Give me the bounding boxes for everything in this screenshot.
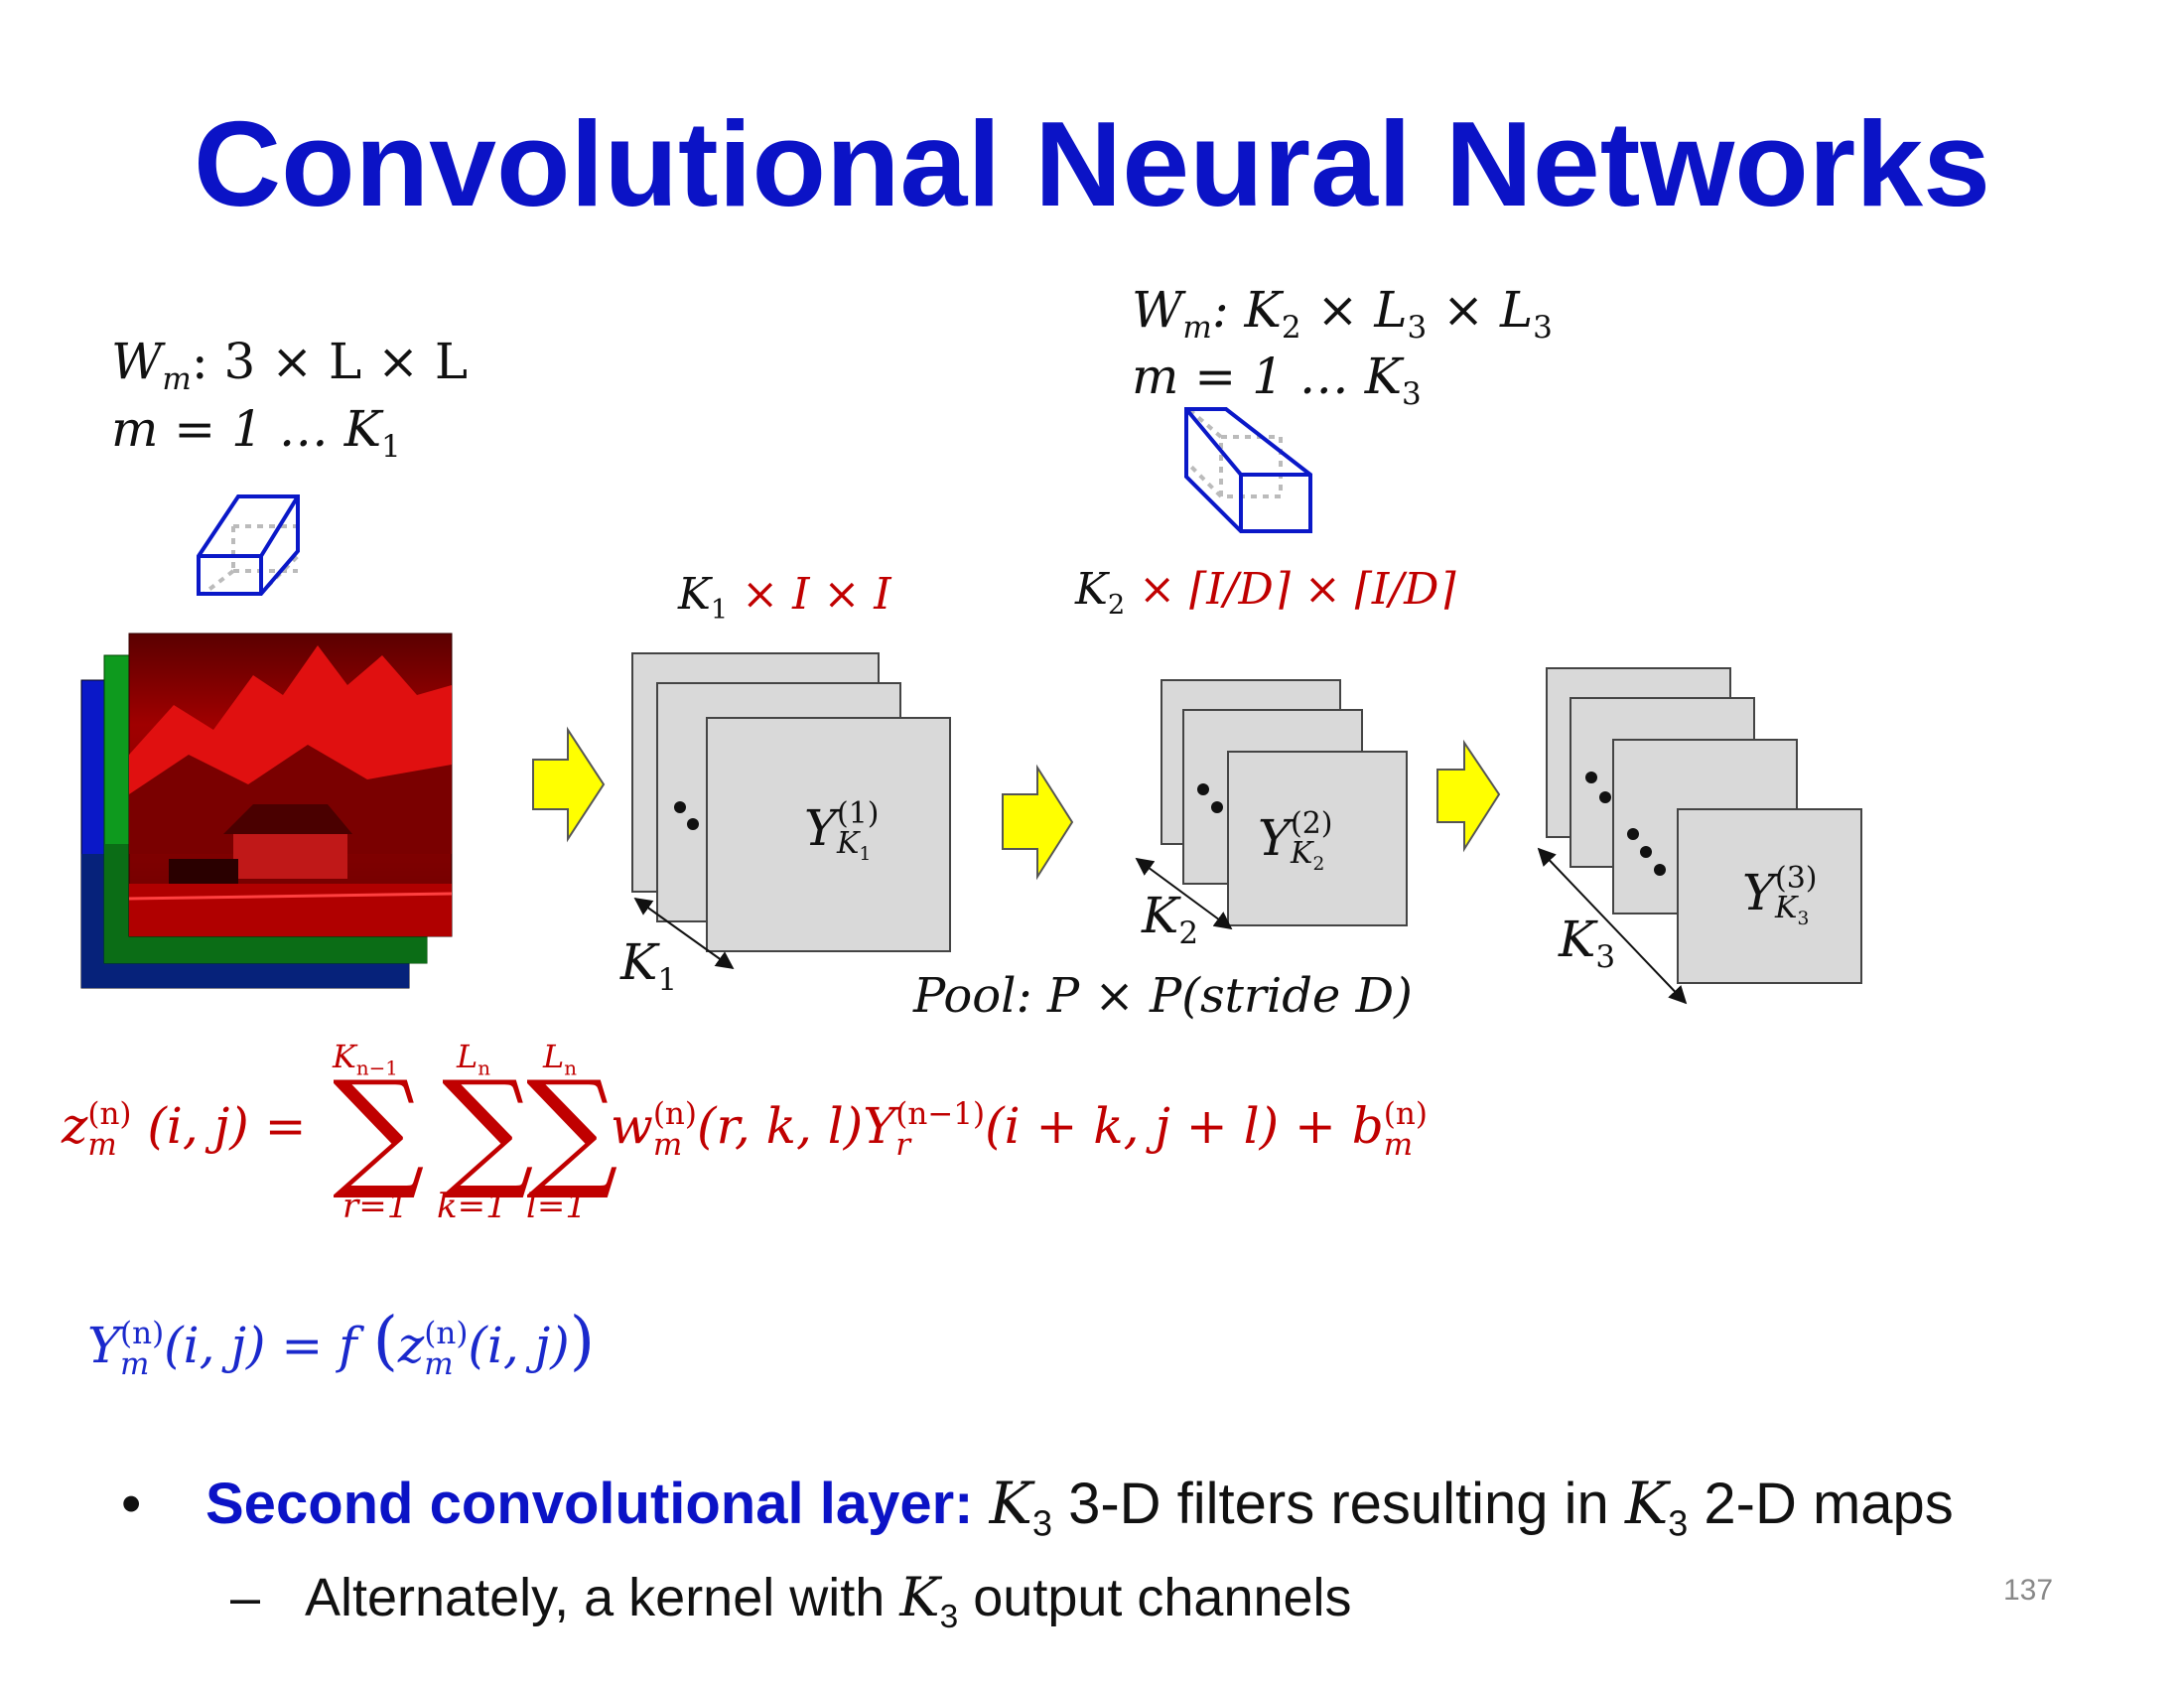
sum2-bottom: k=1 xyxy=(437,1187,507,1226)
layer2-depth-arrow xyxy=(1135,857,1233,930)
layer3-map-label: Y (3) K3 xyxy=(1742,861,1818,930)
layer2-maps xyxy=(1160,679,1408,926)
arrow-right-icon-2 xyxy=(1002,764,1074,881)
filter2-cube xyxy=(1184,405,1312,533)
layer3-depth-label: K3 xyxy=(1559,911,1616,975)
sum3-sigma: ∑ xyxy=(526,1053,618,1203)
layer2-dims-label: K2 × ⌈I/D⌉ × ⌈I/D⌉ xyxy=(1075,564,1456,621)
z-rhs-term: w (n) m (r, k, l)Y (n−1) r (i + k, j + l) + b(… xyxy=(611,1096,1428,1163)
layer2-map-label: Y (2) K2 xyxy=(1258,806,1333,876)
layer3-depth-arrow xyxy=(1537,847,1688,1005)
layer1-dots xyxy=(674,801,699,830)
filter1-cube xyxy=(197,494,300,596)
y-equation: Y (n) m (i, j) = f (z (n) m (i, j)) xyxy=(87,1304,596,1382)
filter2-range-label: m = 1 … K3 xyxy=(1132,348,1422,412)
layer1-map-label: Y (1) K1 xyxy=(804,796,880,866)
sum2-sigma: ∑ xyxy=(442,1053,534,1203)
layer1-dims-label: K1 × I × I xyxy=(678,569,891,626)
input-image-stack xyxy=(80,633,453,989)
sum3-bottom: l=1 xyxy=(526,1187,587,1226)
filter1-range-label: m = 1 … K1 xyxy=(111,400,401,465)
z-lhs: z (n) m (i, j) = xyxy=(62,1096,307,1163)
layer2-depth-label: K2 xyxy=(1142,887,1199,951)
filter2-shape-label: Wm: K2 × L3 × L3 xyxy=(1132,281,1553,346)
slide-title: Convolutional Neural Networks xyxy=(194,96,1990,231)
bullet-2: – Alternately, a kernel with K3 output ch… xyxy=(230,1566,1352,1635)
yellow-arrows xyxy=(532,726,1501,881)
arrow-right-icon-1 xyxy=(532,726,606,843)
sum1-sigma: ∑ xyxy=(333,1053,425,1203)
sum1-bottom: r=1 xyxy=(342,1187,409,1226)
layer1-maps xyxy=(631,652,951,952)
sum3-top: Ln xyxy=(543,1038,578,1080)
filter1-shape-label: Wm: 3 × L × L xyxy=(111,333,469,397)
sum1-top: Kn−1 xyxy=(333,1038,398,1080)
layer1-depth-arrow xyxy=(633,897,735,970)
layer3-maps xyxy=(1546,667,1862,984)
page-number: 137 xyxy=(2003,1574,2054,1607)
layer2-dots xyxy=(1197,783,1223,813)
layer1-depth-label: K1 xyxy=(620,933,678,998)
pool-label: Pool: P × P(stride D) xyxy=(913,968,1413,1024)
bullet-1: • Second convolutional layer: K3 3-D filt… xyxy=(121,1470,1954,1544)
arrow-right-icon-3 xyxy=(1436,739,1501,853)
sum2-top: Ln xyxy=(457,1038,491,1080)
